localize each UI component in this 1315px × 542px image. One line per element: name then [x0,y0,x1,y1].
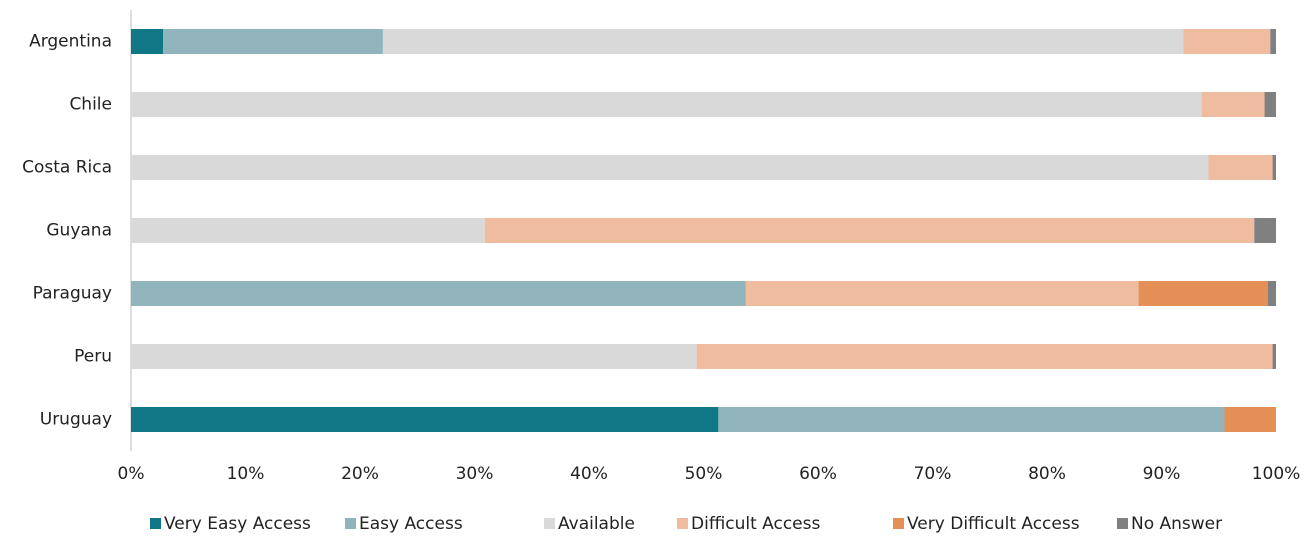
legend-swatch [1117,518,1128,529]
bar-segment [131,281,746,306]
bar-segment [1138,281,1268,306]
bar-segment [382,29,1184,54]
bar-segment [1272,344,1276,369]
legend-label: Very Difficult Access [907,514,1080,534]
bar-segment [131,407,719,432]
bar-segment [696,344,1273,369]
bar-segment [1272,155,1276,180]
legend-label: Difficult Access [691,514,821,534]
x-tick-label: 70% [914,464,952,484]
legend-swatch [345,518,356,529]
x-tick-label: 80% [1028,464,1066,484]
y-tick-label: Uruguay [40,410,112,430]
bar-segment [1264,92,1276,117]
legend-swatch [893,518,904,529]
bar-segment [131,155,1209,180]
legend-swatch [544,518,555,529]
bar-segment [1183,29,1271,54]
bar-segment [1224,407,1276,432]
legend-label: Easy Access [359,514,463,534]
bar-segment [718,407,1225,432]
bar-segment [163,29,383,54]
bar-segment [1201,92,1265,117]
y-tick-label: Costa Rica [22,158,112,178]
bar-segment [1267,281,1276,306]
bar-segment [131,92,1202,117]
legend-swatch [677,518,688,529]
bar-segment [1208,155,1273,180]
bar-segment [745,281,1139,306]
legend-label: Very Easy Access [164,514,311,534]
y-tick-label: Peru [74,347,112,367]
legend-swatch [150,518,161,529]
y-tick-label: Guyana [46,221,112,241]
bar-segment [1270,29,1276,54]
bar-segment [1254,218,1276,243]
y-tick-label: Paraguay [33,284,112,304]
bar-segment [131,344,697,369]
y-tick-label: Chile [69,95,112,115]
legend-label: No Answer [1131,514,1222,534]
x-tick-label: 30% [456,464,494,484]
legend-label: Available [558,514,635,534]
x-tick-label: 40% [570,464,608,484]
bar-segment [131,218,485,243]
x-tick-label: 0% [118,464,145,484]
x-tick-label: 50% [685,464,723,484]
x-tick-label: 10% [227,464,265,484]
bar-segment [484,218,1255,243]
bar-segment [131,29,164,54]
y-tick-label: Argentina [29,32,112,52]
x-tick-label: 60% [799,464,837,484]
x-tick-label: 100% [1252,464,1301,484]
x-tick-label: 90% [1143,464,1181,484]
x-tick-label: 20% [341,464,379,484]
